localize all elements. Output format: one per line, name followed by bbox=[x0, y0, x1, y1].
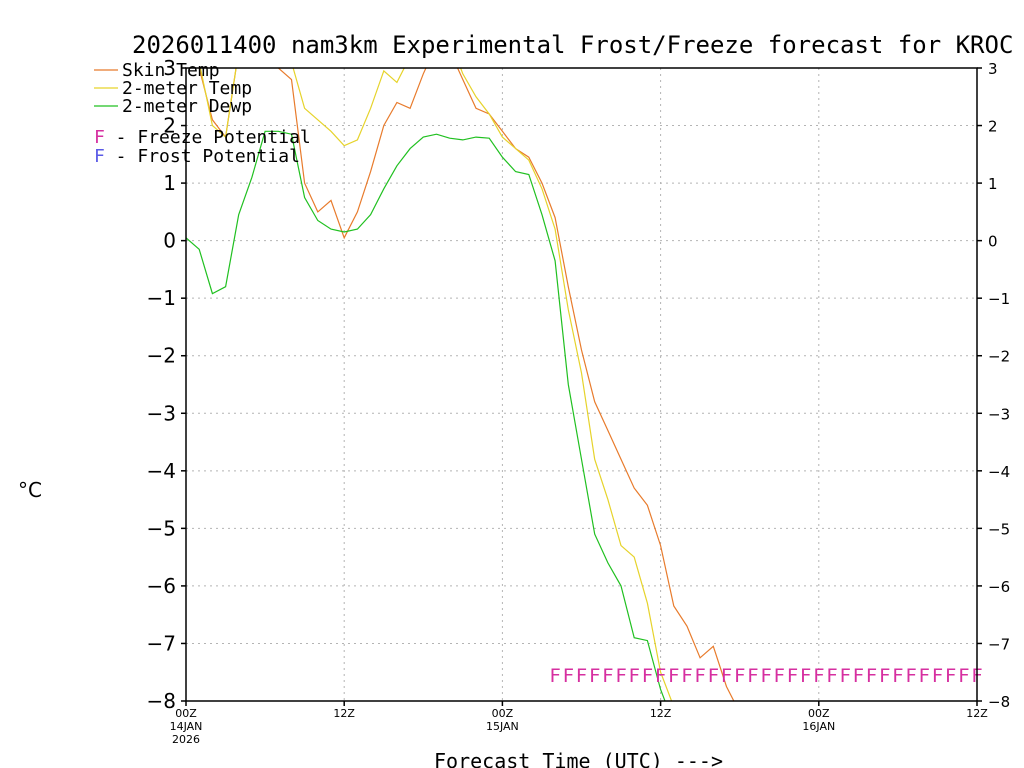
freeze-potential-marker: F bbox=[655, 665, 666, 687]
y-axis-label: °C bbox=[18, 478, 42, 502]
freeze-potential-marker: F bbox=[576, 665, 587, 687]
y-tick-label-right: −2 bbox=[988, 348, 1010, 366]
series-line-skin-temp bbox=[198, 68, 735, 701]
freeze-potential-marker: F bbox=[787, 665, 798, 687]
series-layer bbox=[186, 68, 735, 701]
freeze-potential-marker: F bbox=[892, 665, 903, 687]
x-tick-label: 2026 bbox=[172, 733, 200, 746]
x-tick-label: 16JAN bbox=[802, 720, 835, 733]
y-tick-label: 1 bbox=[163, 171, 176, 195]
y-tick-label-right: −6 bbox=[988, 578, 1010, 596]
series-line-2-meter-dewp bbox=[186, 130, 666, 701]
freeze-potential-marker: F bbox=[945, 665, 956, 687]
freeze-potential-marker: F bbox=[734, 665, 745, 687]
y-tick-label-right: 2 bbox=[988, 118, 998, 136]
plot-frame bbox=[185, 67, 978, 702]
y-tick-label-right: −5 bbox=[988, 520, 1010, 538]
freeze-potential-marker: F bbox=[681, 665, 692, 687]
freeze-potential-marker: F bbox=[615, 665, 626, 687]
y-tick-label: 3 bbox=[163, 56, 176, 80]
x-tick-label: 00Z bbox=[175, 707, 197, 720]
y-tick-label-right: 3 bbox=[988, 60, 998, 78]
freeze-potential-marker: F bbox=[774, 665, 785, 687]
legend-item-label: 2-meter Dewp bbox=[122, 96, 252, 117]
freeze-potential-marker: F bbox=[826, 665, 837, 687]
chart-title: 2026011400 nam3km Experimental Frost/Fre… bbox=[132, 31, 1013, 59]
y-tick-label-right: −4 bbox=[988, 463, 1010, 481]
x-tick-label: 12Z bbox=[333, 707, 355, 720]
freeze-potential-marker: F bbox=[694, 665, 705, 687]
freeze-potential-marker: F bbox=[747, 665, 758, 687]
y-tick-label-right: 0 bbox=[988, 233, 998, 251]
freeze-potential-marker: F bbox=[760, 665, 771, 687]
freeze-potential-marker: F bbox=[919, 665, 930, 687]
freeze-potential-marker: F bbox=[853, 665, 864, 687]
y-tick-label-right: −1 bbox=[988, 290, 1010, 308]
freeze-potential-marker: F bbox=[642, 665, 653, 687]
y-tick-label-right: −7 bbox=[988, 635, 1010, 653]
x-axis-label: Forecast Time (UTC) ---> bbox=[434, 749, 723, 768]
grid-lines bbox=[186, 68, 977, 701]
y-tick-label: −4 bbox=[147, 459, 176, 483]
x-tick-label: 12Z bbox=[966, 707, 988, 720]
freeze-potential-marker: F bbox=[563, 665, 574, 687]
legend-item-label: Skin Temp bbox=[122, 60, 220, 81]
y-tick-label-right: 1 bbox=[988, 175, 998, 193]
y-tick-label: 0 bbox=[163, 229, 176, 253]
x-tick-label: 14JAN bbox=[170, 720, 203, 733]
y-axis-right: −8 −7 −6 −5 −4 −3 −2 −1 0 1 2 3 bbox=[977, 60, 1010, 711]
y-tick-label: −6 bbox=[147, 574, 176, 598]
y-axis-left: −8 −7 −6 −5 −4 −3 −2 −1 0 1 2 3 bbox=[147, 56, 186, 713]
freeze-potential-marker: F bbox=[549, 665, 560, 687]
y-tick-label-right: −3 bbox=[988, 405, 1010, 423]
y-tick-label: −2 bbox=[147, 344, 176, 368]
freeze-potential-marker: F bbox=[668, 665, 679, 687]
x-tick-label: 15JAN bbox=[486, 720, 519, 733]
legend-note: F - Frost Potential bbox=[94, 146, 300, 167]
freeze-potential-marker: F bbox=[708, 665, 719, 687]
y-tick-label: −3 bbox=[147, 401, 176, 425]
y-tick-label: 2 bbox=[163, 114, 176, 138]
y-tick-label: −8 bbox=[147, 689, 176, 713]
y-tick-label: −5 bbox=[147, 516, 176, 540]
freeze-potential-marker: F bbox=[721, 665, 732, 687]
legend-note: F - Freeze Potential bbox=[94, 127, 311, 148]
freeze-potential-marker: F bbox=[800, 665, 811, 687]
freeze-potential-marker: F bbox=[589, 665, 600, 687]
freeze-potential-marker: F bbox=[866, 665, 877, 687]
series-line-2-meter-temp bbox=[199, 68, 673, 701]
y-tick-label-right: −8 bbox=[988, 693, 1010, 711]
freeze-potential-marker: F bbox=[879, 665, 890, 687]
x-tick-label: 00Z bbox=[808, 707, 830, 720]
x-tick-label: 00Z bbox=[492, 707, 514, 720]
freeze-potential-marker: F bbox=[839, 665, 850, 687]
freeze-potential-marker: F bbox=[932, 665, 943, 687]
freeze-potential-marker: F bbox=[629, 665, 640, 687]
y-tick-label: −7 bbox=[147, 631, 176, 655]
freeze-potential-marker: F bbox=[958, 665, 969, 687]
x-tick-label: 12Z bbox=[650, 707, 672, 720]
freeze-potential-marker: F bbox=[602, 665, 613, 687]
freeze-potential-marker: F bbox=[813, 665, 824, 687]
freeze-potential-marker: F bbox=[905, 665, 916, 687]
legend-item-label: 2-meter Temp bbox=[122, 78, 252, 99]
y-tick-label: −1 bbox=[147, 286, 176, 310]
